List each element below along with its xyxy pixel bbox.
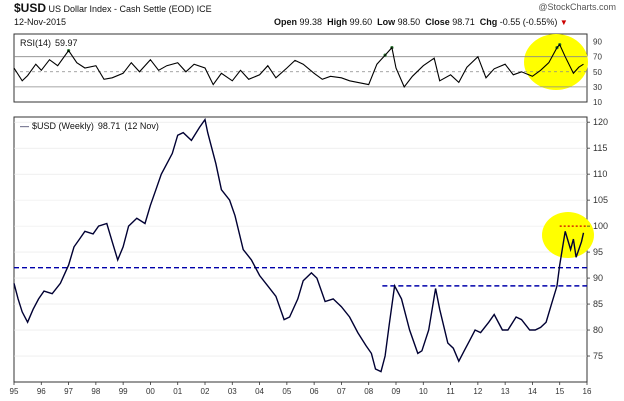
price-grid: [14, 121, 587, 357]
high-label: High: [327, 17, 348, 27]
price-highlight-circle: [542, 212, 594, 258]
x-tick-label: 12: [473, 387, 482, 396]
x-tick-label: 10: [419, 387, 428, 396]
rsi-highlight-circle: [524, 34, 588, 90]
price-y-tick-label: 85: [593, 299, 603, 309]
x-tick-label: 01: [173, 387, 182, 396]
x-tick-label: 13: [501, 387, 510, 396]
chart-title: $USD US Dollar Index - Cash Settle (EOD)…: [14, 1, 212, 15]
price-y-tick-label: 115: [593, 143, 607, 153]
price-y-axis: 120 115 110 105 100 95 90 85 80 75: [587, 117, 608, 361]
x-tick-label: 15: [555, 387, 564, 396]
x-tick-label: 14: [528, 387, 537, 396]
price-legend-swatch: —: [20, 121, 29, 131]
open-label: Open: [274, 17, 298, 27]
x-tick-label: 05: [282, 387, 291, 396]
price-legend-value: 98.71: [98, 121, 121, 131]
x-tick-label: 03: [228, 387, 237, 396]
price-legend: — $USD (Weekly) 98.71 (12 Nov): [20, 121, 159, 131]
price-y-tick-label: 90: [593, 273, 603, 283]
chart-date: 12-Nov-2015: [14, 17, 67, 27]
x-tick-label: 95: [10, 387, 19, 396]
price-y-tick-label: 95: [593, 247, 603, 257]
x-tick-label: 02: [201, 387, 210, 396]
high-value: 99.60: [349, 17, 373, 27]
down-arrow-icon: ▼: [559, 18, 568, 27]
low-label: Low: [377, 17, 396, 27]
price-y-tick-label: 80: [593, 325, 603, 335]
rsi-y-tick-label: 30: [593, 83, 602, 92]
stockcharts-watermark: @StockCharts.com: [538, 2, 616, 12]
rsi-legend: RSI(14) 59.97: [20, 38, 78, 48]
rsi-y-tick-label: 50: [593, 68, 602, 77]
price-y-tick-label: 105: [593, 195, 608, 205]
instrument-name: US Dollar Index - Cash Settle (EOD): [48, 4, 195, 14]
price-legend-date-close: ): [156, 121, 159, 131]
low-value: 98.50: [397, 17, 421, 27]
ohlc-bar: Open 99.38 High 99.60 Low 98.50 Close 98…: [274, 17, 568, 27]
price-legend-date-open: (: [124, 121, 127, 131]
rsi-legend-value: 59.97: [55, 38, 78, 48]
rsi-y-tick-label: 70: [593, 53, 602, 62]
close-label: Close: [425, 17, 450, 27]
rsi-y-tick-label: 10: [593, 98, 602, 107]
x-tick-label: 96: [37, 387, 46, 396]
price-y-tick-label: 120: [593, 117, 608, 127]
x-tick-label: 97: [64, 387, 73, 396]
price-y-tick-label: 75: [593, 351, 603, 361]
x-tick-label: 08: [364, 387, 373, 396]
price-horizontal-lines: [14, 225, 587, 287]
rsi-series-line: [13, 43, 584, 88]
x-tick-label: 98: [91, 387, 100, 396]
x-tick-label: 11: [446, 387, 455, 396]
close-value: 98.71: [452, 17, 475, 27]
price-legend-date: 12 Nov: [127, 121, 156, 131]
chg-label: Chg: [479, 17, 498, 27]
rsi-legend-label: RSI(14): [20, 38, 51, 48]
x-tick-label: 06: [310, 387, 319, 396]
x-axis: 95 96 97 98 99 00 01 02 03 04 05 06 07 08 09 10 11 12 13 14…: [10, 382, 592, 396]
price-panel: [13, 116, 588, 383]
rsi-y-tick-label: 90: [593, 38, 602, 47]
x-tick-label: 99: [119, 387, 128, 396]
x-tick-label: 16: [583, 387, 592, 396]
rsi-y-axis: 90 70 50 30 10: [593, 38, 602, 107]
x-tick-label: 07: [337, 387, 346, 396]
symbol: $USD: [14, 1, 47, 15]
price-y-tick-label: 100: [593, 221, 608, 231]
x-tick-label: 04: [255, 387, 264, 396]
x-tick-label: 00: [146, 387, 155, 396]
exchange: ICE: [196, 4, 212, 14]
open-value: 99.38: [299, 17, 323, 27]
x-tick-label: 09: [392, 387, 401, 396]
price-series-line: [13, 117, 585, 373]
price-y-tick-label: 110: [593, 169, 607, 179]
chg-value: -0.55 (-0.55%): [499, 17, 558, 27]
price-legend-label: $USD (Weekly): [32, 121, 94, 131]
rsi-panel: [13, 33, 588, 103]
